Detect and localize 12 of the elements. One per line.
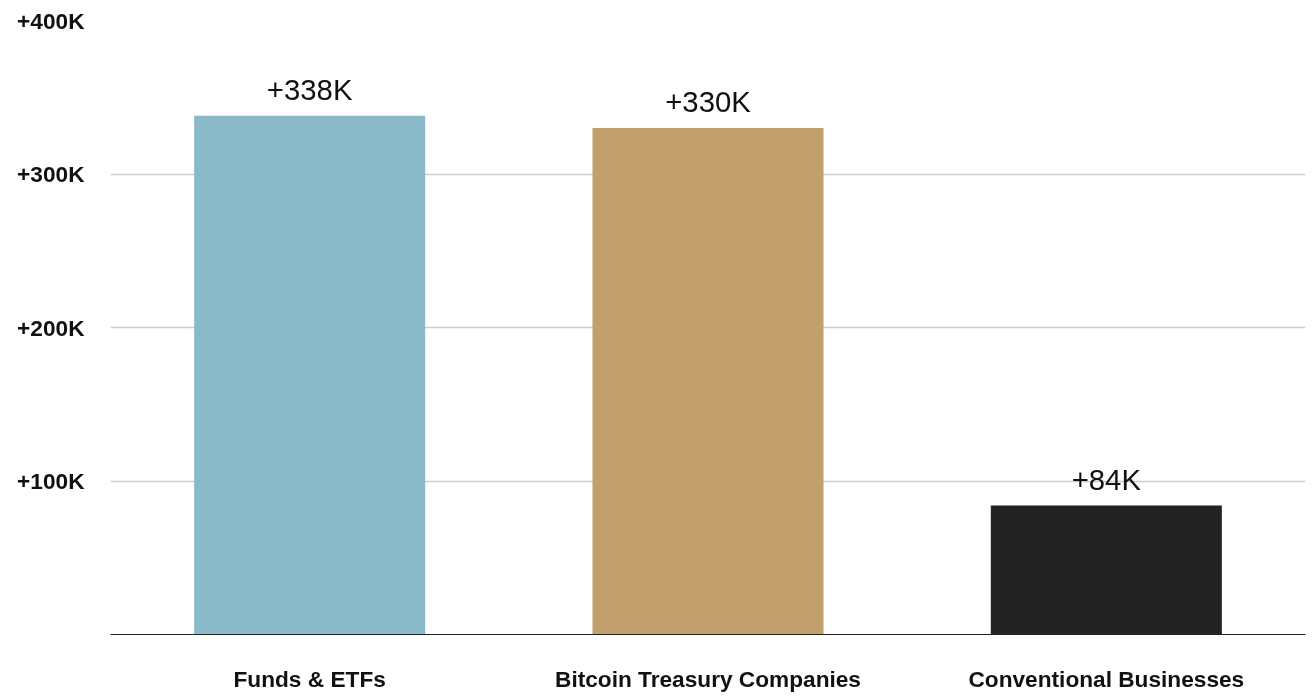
bar [592, 127, 824, 635]
bar [194, 115, 426, 635]
data-label: +338K [266, 72, 353, 106]
data-label: +84K [1071, 462, 1142, 496]
y-tick-label: +300K [17, 161, 86, 187]
x-tick-label: Bitcoin Treasury Companies [555, 665, 861, 692]
x-tick-label: Funds & ETFs [233, 665, 386, 692]
y-tick-label: +400K [17, 7, 86, 34]
x-tick-label: Conventional Businesses [968, 665, 1245, 692]
y-tick-label: +200K [17, 314, 86, 341]
data-label: +330K [665, 84, 752, 118]
y-tick-label: +100K [17, 468, 86, 494]
